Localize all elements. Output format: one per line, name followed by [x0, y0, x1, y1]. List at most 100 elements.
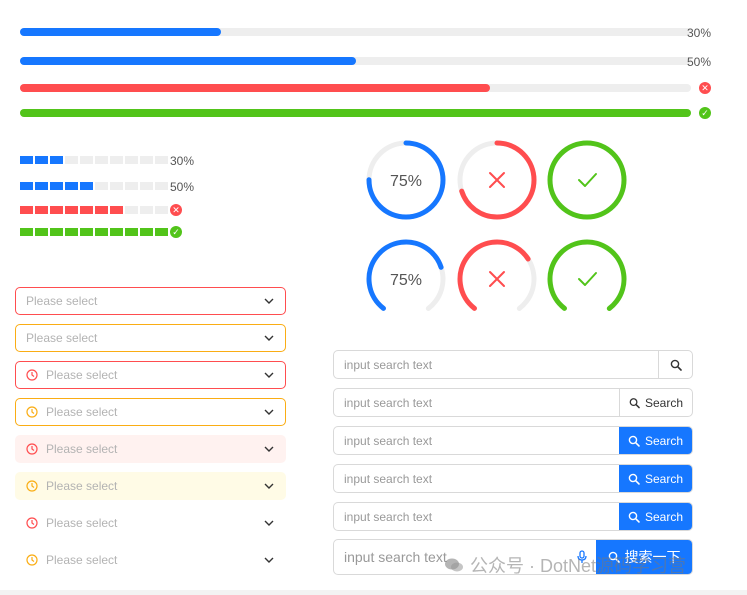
clock-icon: [26, 443, 38, 455]
step-segment: [50, 156, 63, 164]
chevron-down-icon: [264, 409, 274, 415]
line-progress-2-fill: [20, 57, 356, 65]
check-icon: [578, 173, 597, 187]
step-segment: [20, 206, 33, 214]
select-placeholder: Please select: [46, 553, 118, 567]
step-segment: [65, 182, 78, 190]
step-segment: [95, 156, 108, 164]
circle-progress-3: [547, 140, 627, 220]
step-segment: [95, 182, 108, 190]
line-progress-2-text: 50%: [687, 55, 712, 69]
step-segment: [95, 206, 108, 214]
line-progress-3: [20, 84, 691, 92]
search-button-label: 搜索一下: [624, 549, 681, 565]
search-button-label: Search: [644, 395, 683, 410]
step-segment: [110, 228, 123, 236]
step-segment: [50, 228, 63, 236]
chevron-down-icon: [264, 520, 274, 526]
search-input[interactable]: input search text: [344, 357, 433, 372]
select-error-borderless[interactable]: Please select: [15, 509, 286, 537]
clock-icon: [26, 554, 38, 566]
watermark: 公众号 · DotNet源码学习营: [444, 552, 686, 578]
clock-icon: [26, 406, 38, 418]
step-segment: [35, 206, 48, 214]
step-segment: [140, 182, 153, 190]
steps-progress-1: [20, 156, 168, 164]
dashboard-progress-1-text: 75%: [390, 272, 422, 289]
watermark-text: 公众号 · DotNet源码学习营: [470, 556, 687, 576]
search-button[interactable]: [658, 351, 692, 378]
select-error-with-prefix[interactable]: Please select: [15, 361, 286, 389]
step-segment: [140, 156, 153, 164]
select-error-filled[interactable]: Please select: [15, 435, 286, 463]
search-button-label: Search: [644, 433, 683, 448]
search-icon: [629, 397, 640, 408]
line-progress-4-fill: [20, 109, 691, 117]
step-segment: [20, 156, 33, 164]
line-progress-3-fill: [20, 84, 490, 92]
step-segment: [65, 206, 78, 214]
search-button-label: Search: [644, 471, 683, 486]
clock-icon: [26, 369, 38, 381]
search-button-label: Search: [644, 509, 683, 524]
dashboard-progress-3: [547, 239, 627, 319]
chevron-down-icon: [264, 372, 274, 378]
step-segment: [140, 206, 153, 214]
select-warning-with-prefix[interactable]: Please select: [15, 398, 286, 426]
search-icon: [628, 473, 640, 485]
error-icon: ✕: [699, 82, 711, 94]
chevron-down-icon: [264, 335, 274, 341]
step-segment: [50, 182, 63, 190]
search-box-icon-only: input search text: [333, 350, 693, 379]
select-warning[interactable]: Please select: [15, 324, 286, 352]
select-placeholder: Please select: [46, 368, 118, 382]
microphone-icon[interactable]: [568, 540, 596, 574]
step-segment: [65, 228, 78, 236]
dashboard-progress-2: [457, 239, 537, 319]
step-segment: [125, 206, 138, 214]
step-segment: [80, 156, 93, 164]
step-segment: [110, 156, 123, 164]
search-button[interactable]: Search: [619, 465, 692, 492]
step-segment: [20, 182, 33, 190]
circle-progress-1: 75%: [366, 140, 446, 220]
step-segment: [140, 228, 153, 236]
step-segment: [125, 156, 138, 164]
step-segment: [50, 206, 63, 214]
step-segment: [80, 228, 93, 236]
step-segment: [35, 182, 48, 190]
step-segment: [80, 206, 93, 214]
step-segment: [35, 156, 48, 164]
select-warning-borderless[interactable]: Please select: [15, 546, 286, 574]
search-input[interactable]: input search text: [344, 509, 433, 524]
search-button[interactable]: Search: [619, 389, 692, 416]
select-error[interactable]: Please select: [15, 287, 286, 315]
search-icon: [628, 511, 640, 523]
search-button[interactable]: 搜索一下: [596, 540, 692, 574]
select-placeholder: Please select: [46, 479, 118, 493]
search-button[interactable]: Search: [619, 503, 692, 530]
search-input[interactable]: input search text: [344, 395, 433, 410]
search-icon: [628, 435, 640, 447]
search-input[interactable]: input search text: [344, 549, 447, 565]
select-placeholder: Please select: [26, 331, 98, 345]
steps-progress-1-text: 30%: [170, 154, 195, 168]
chevron-down-icon: [264, 557, 274, 563]
step-segment: [155, 182, 168, 190]
search-button[interactable]: Search: [619, 427, 692, 454]
search-input[interactable]: input search text: [344, 433, 433, 448]
step-segment: [95, 228, 108, 236]
search-icon: [670, 359, 682, 371]
select-placeholder: Please select: [46, 516, 118, 530]
step-segment: [35, 228, 48, 236]
search-input[interactable]: input search text: [344, 471, 433, 486]
search-box-default: input search text Search: [333, 388, 693, 417]
select-warning-filled[interactable]: Please select: [15, 472, 286, 500]
steps-progress-4: [20, 228, 168, 236]
close-icon: [489, 271, 505, 287]
chevron-down-icon: [264, 483, 274, 489]
step-segment: [110, 182, 123, 190]
line-progress-4: [20, 109, 691, 117]
select-placeholder: Please select: [46, 442, 118, 456]
check-icon: [578, 272, 597, 286]
